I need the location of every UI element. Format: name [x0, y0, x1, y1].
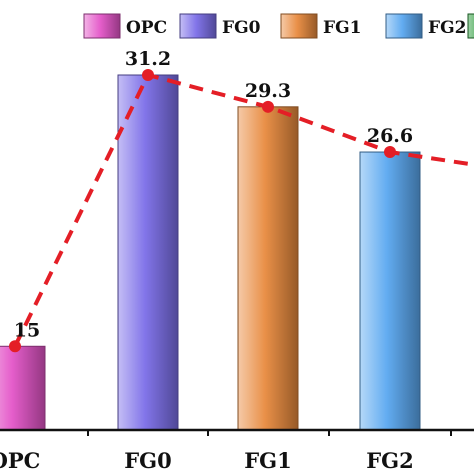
data-label-opc: 15 — [14, 319, 40, 341]
x-tick-label-fg2: FG2 — [366, 448, 413, 473]
legend-swatch-1 — [179, 13, 217, 39]
bar-opc — [0, 345, 46, 431]
legend-swatch-4 — [467, 13, 474, 39]
legend-label-opc: OPC — [126, 18, 167, 38]
data-label-fg2: 26.6 — [367, 125, 413, 147]
trend-line-group — [9, 69, 474, 353]
legend-label-fg0: FG0 — [222, 18, 261, 38]
trend-point-opc — [9, 340, 21, 353]
data-labels-group: 15 31.2 29.3 26.6 — [14, 48, 413, 341]
legend-label-fg1: FG1 — [323, 18, 361, 38]
x-tick-label-opc: OPC — [0, 448, 40, 473]
data-label-fg0: 31.2 — [125, 48, 171, 70]
trend-point-fg1 — [262, 100, 274, 113]
data-label-fg1: 29.3 — [245, 80, 291, 102]
x-axis: OPCFG0FG1FG2FG3 — [0, 428, 474, 473]
legend-label-fg2: FG2 — [428, 18, 466, 38]
bar-fg2 — [359, 151, 421, 431]
bar-fg0 — [117, 74, 179, 431]
x-tick-label-fg1: FG1 — [244, 448, 291, 473]
trend-point-fg2 — [384, 146, 396, 159]
legend: OPC FG0 FG1 FG2 — [62, 11, 474, 41]
legend-swatch-2 — [280, 13, 318, 39]
trend-point-fg0 — [142, 69, 154, 81]
legend-swatch-0 — [83, 13, 121, 39]
legend-swatch-3 — [385, 13, 423, 39]
x-tick-label-fg0: FG0 — [124, 448, 171, 473]
bar-fg1 — [237, 106, 299, 431]
